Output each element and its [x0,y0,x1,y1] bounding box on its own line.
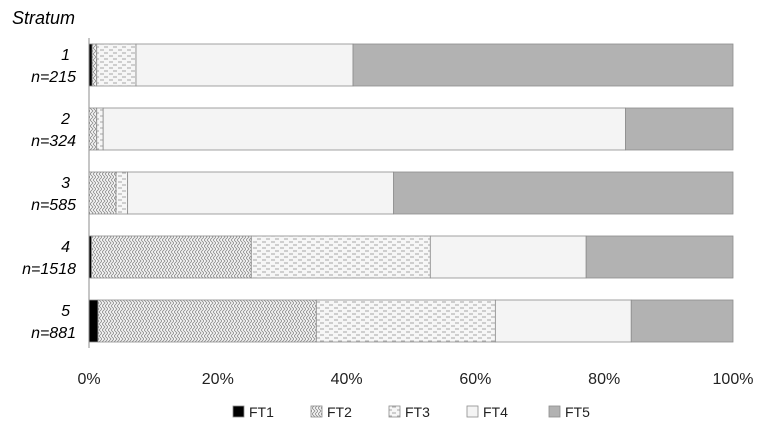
bar-segment-ft5-stratum-4 [585,235,734,279]
bar-segment-ft4-stratum-4 [429,235,587,279]
bar-segment-ft3-stratum-3 [115,171,129,215]
legend-swatch-ft1 [232,405,245,418]
bar-segment-ft3-stratum-2 [96,107,104,151]
category-label-stratum-4: 4 [61,239,70,256]
bars-group [88,38,734,348]
bar-segment-ft2-stratum-4 [91,235,252,279]
bar-segment-ft5-stratum-3 [393,171,734,215]
category-label-stratum-1: 1 [61,47,70,64]
bar-segment-ft1-stratum-5 [88,299,99,343]
x-tick-label: 0% [77,371,100,388]
category-label-n-stratum-5: n=881 [31,325,76,342]
bar-segment-ft2-stratum-2 [88,107,98,151]
category-label-n-stratum-2: n=324 [31,133,76,150]
legend-label-ft2: FT2 [327,404,352,420]
bar-segment-ft3-stratum-4 [250,235,431,279]
legend-swatch-ft5 [548,405,561,418]
x-axis-ticks: 0% 20% 40% 60% 80% 100% [77,371,753,388]
category-label-stratum-3: 3 [61,175,70,192]
bar-segment-ft4-stratum-2 [102,107,626,151]
y-axis-title: Stratum [12,8,75,28]
category-label-n-stratum-4: n=1518 [22,261,76,278]
category-label-stratum-5: 5 [61,303,70,320]
legend-label-ft3: FT3 [405,404,430,420]
legend: FT1 FT2 FT3 FT4 FT5 [232,404,590,420]
bar-segment-ft3-stratum-5 [315,299,496,343]
bar-segment-ft5-stratum-5 [630,299,734,343]
legend-label-ft5: FT5 [565,404,590,420]
legend-swatch-ft2 [310,405,323,418]
bar-segment-ft5-stratum-2 [625,107,734,151]
legend-label-ft1: FT1 [249,404,274,420]
bar-segment-ft4-stratum-3 [127,171,395,215]
legend-swatch-ft3 [388,405,401,418]
x-tick-label: 40% [331,371,363,388]
category-label-n-stratum-1: n=215 [31,69,76,86]
bar-segment-ft2-stratum-3 [88,171,117,215]
category-label-stratum-2: 2 [60,111,70,128]
bar-segment-ft4-stratum-1 [135,43,354,87]
x-tick-label: 60% [459,371,491,388]
bar-segment-ft2-stratum-5 [97,299,317,343]
bar-segment-ft4-stratum-5 [494,299,632,343]
category-labels: 1 n=215 2 n=324 3 n=585 4 n=1518 5 n=881 [22,47,76,342]
x-tick-label: 100% [713,371,754,388]
legend-label-ft4: FT4 [483,404,508,420]
bar-segment-ft5-stratum-1 [352,43,734,87]
bar-segment-ft2-stratum-1 [91,43,98,87]
legend-swatch-ft4 [466,405,479,418]
x-tick-label: 20% [202,371,234,388]
x-tick-label: 80% [588,371,620,388]
category-label-n-stratum-3: n=585 [31,197,76,214]
bar-segment-ft3-stratum-1 [96,43,137,87]
